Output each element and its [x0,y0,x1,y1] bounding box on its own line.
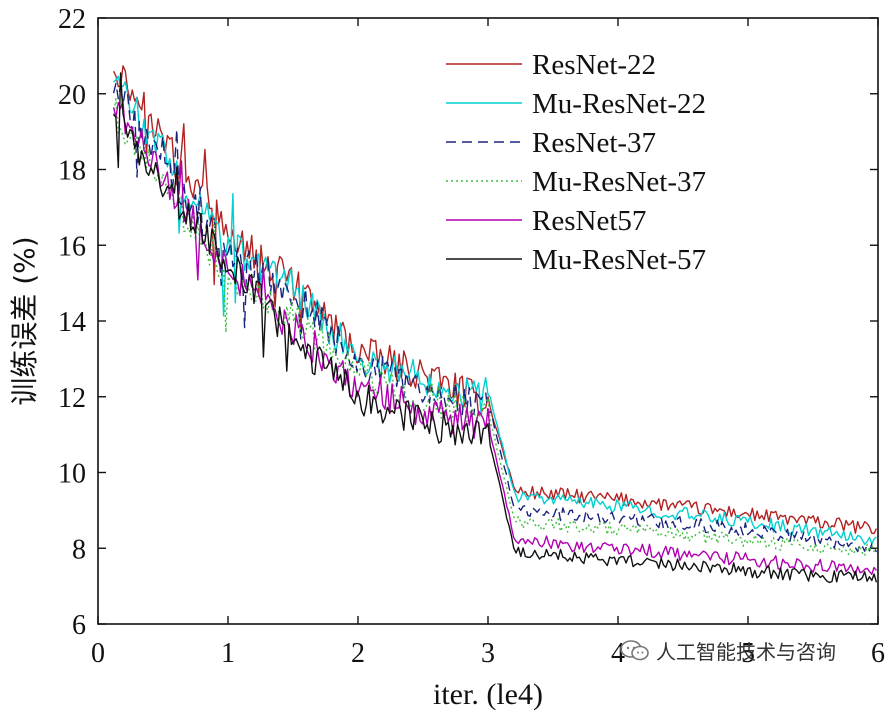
series-layer [112,65,878,584]
x-tick-label: 6 [871,638,885,669]
y-tick-label: 20 [58,80,86,111]
y-tick-label: 10 [58,459,86,490]
y-tick-label: 12 [58,383,86,414]
legend-label: ResNet57 [532,205,646,237]
legend-label: ResNet-22 [532,49,656,81]
x-tick-label: 3 [481,638,495,669]
x-tick-label: 5 [741,638,755,669]
y-tick-label: 6 [72,610,86,641]
x-tick-label: 2 [351,638,365,669]
x-tick-label: 1 [221,638,235,669]
x-tick-label: 0 [91,638,105,669]
plot-frame [97,17,879,625]
y-axis-title: 训练误差 (%) [8,236,41,405]
watermark: 人工智能技术与咨询 [620,636,836,665]
x-axis-title: iter. (le4) [433,678,543,711]
y-tick-label: 16 [58,231,86,262]
series-line-4 [112,100,877,576]
legend-label: Mu-ResNet-37 [532,166,706,198]
watermark-text: 人工智能技术与咨询 [656,640,836,664]
series-line-1 [113,75,877,545]
series-line-2 [112,82,878,553]
y-tick-label: 14 [58,307,86,338]
y-tick-label: 18 [58,156,86,187]
series-line-3 [112,97,877,557]
y-tick-label: 8 [72,534,86,565]
legend: ResNet-22 Mu-ResNet-22 ResNet-37 Mu-ResNet-… [446,49,706,276]
series-line-5 [113,72,878,584]
legend-label: ResNet-37 [532,127,656,159]
wechat-icon [620,639,649,660]
y-tick-label: 22 [58,4,86,35]
legend-label: Mu-ResNet-57 [532,244,706,276]
legend-label: Mu-ResNet-22 [532,88,706,120]
